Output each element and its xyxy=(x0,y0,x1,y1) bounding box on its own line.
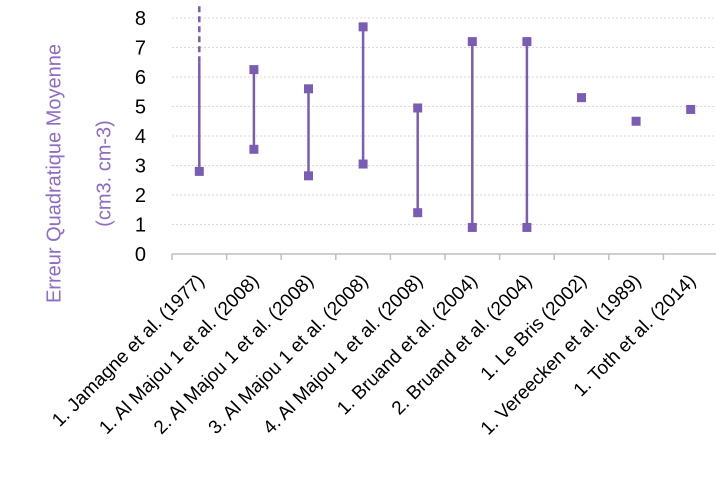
range-min-point xyxy=(304,171,313,181)
y-axis-label-line2: (cm3. cm-3) xyxy=(93,120,116,227)
y-tick-label: 5 xyxy=(135,97,146,119)
series-marks xyxy=(194,3,696,232)
y-tick-label: 3 xyxy=(135,156,146,178)
y-tick-label: 8 xyxy=(135,8,146,30)
y-tick-label: 7 xyxy=(135,38,146,60)
range-min-point xyxy=(249,144,259,154)
range-max-point xyxy=(358,22,368,32)
y-tick-label: 6 xyxy=(135,67,146,89)
range-min-point xyxy=(522,222,532,232)
range-max-point xyxy=(413,103,423,113)
y-tick-label: 2 xyxy=(135,185,146,207)
gridlines xyxy=(172,17,716,225)
range-max-point xyxy=(522,37,532,47)
range-min-point xyxy=(358,159,368,169)
y-tick-label: 1 xyxy=(135,215,146,237)
range-max-point xyxy=(304,84,313,94)
y-tick-label: 4 xyxy=(135,126,146,148)
range-min-point xyxy=(413,208,423,218)
data-point xyxy=(631,116,641,126)
data-point xyxy=(686,104,696,114)
range-min-point xyxy=(467,222,477,232)
range-max-point xyxy=(467,37,477,47)
y-axis-label-line1: Erreur Quadratique Moyenne xyxy=(43,43,66,304)
data-point xyxy=(577,93,586,103)
range-min-point xyxy=(194,166,204,176)
x-tick-labels: 1. Jamagne et al. (1977)1. Al Majou 1 et… xyxy=(48,271,700,440)
y-tick-label: 0 xyxy=(135,244,146,266)
range-max-point xyxy=(249,65,259,75)
y-tick-labels: 0 1 2 3 4 5 6 7 8 xyxy=(135,8,146,266)
x-axis xyxy=(171,253,716,260)
